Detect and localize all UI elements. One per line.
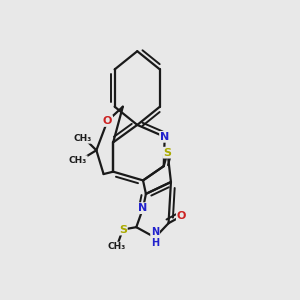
Text: CH₃: CH₃: [74, 134, 92, 143]
Text: N: N: [138, 203, 148, 213]
Text: N
H: N H: [151, 227, 159, 248]
Text: O: O: [103, 116, 112, 126]
Text: S: S: [119, 224, 127, 235]
Text: CH₃: CH₃: [69, 156, 87, 165]
Text: S: S: [164, 148, 172, 158]
Text: N: N: [160, 132, 169, 142]
Text: O: O: [177, 211, 186, 221]
Text: CH₃: CH₃: [107, 242, 126, 251]
